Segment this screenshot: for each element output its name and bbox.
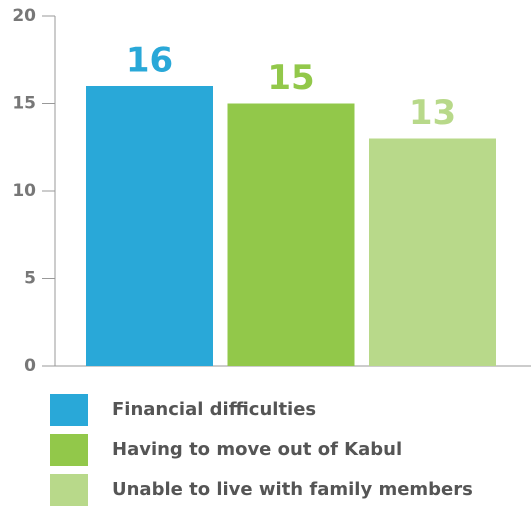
legend-swatch (50, 434, 88, 466)
value-label: 16 (126, 41, 173, 81)
value-label: 15 (267, 58, 314, 98)
y-tick-label: 15 (12, 94, 36, 114)
legend-label: Unable to live with family members (112, 479, 473, 500)
bar (86, 86, 213, 366)
legend-swatch (50, 474, 88, 506)
y-tick-label: 20 (12, 6, 36, 26)
legend-swatch (50, 394, 88, 426)
bar (227, 103, 355, 366)
y-tick-label: 5 (24, 269, 36, 289)
y-tick-label: 10 (12, 181, 36, 201)
value-label: 13 (409, 93, 456, 133)
bar (369, 138, 496, 366)
legend-label: Financial difficulties (112, 399, 316, 420)
y-tick-label: 0 (24, 356, 36, 376)
legend-label: Having to move out of Kabul (112, 439, 402, 460)
